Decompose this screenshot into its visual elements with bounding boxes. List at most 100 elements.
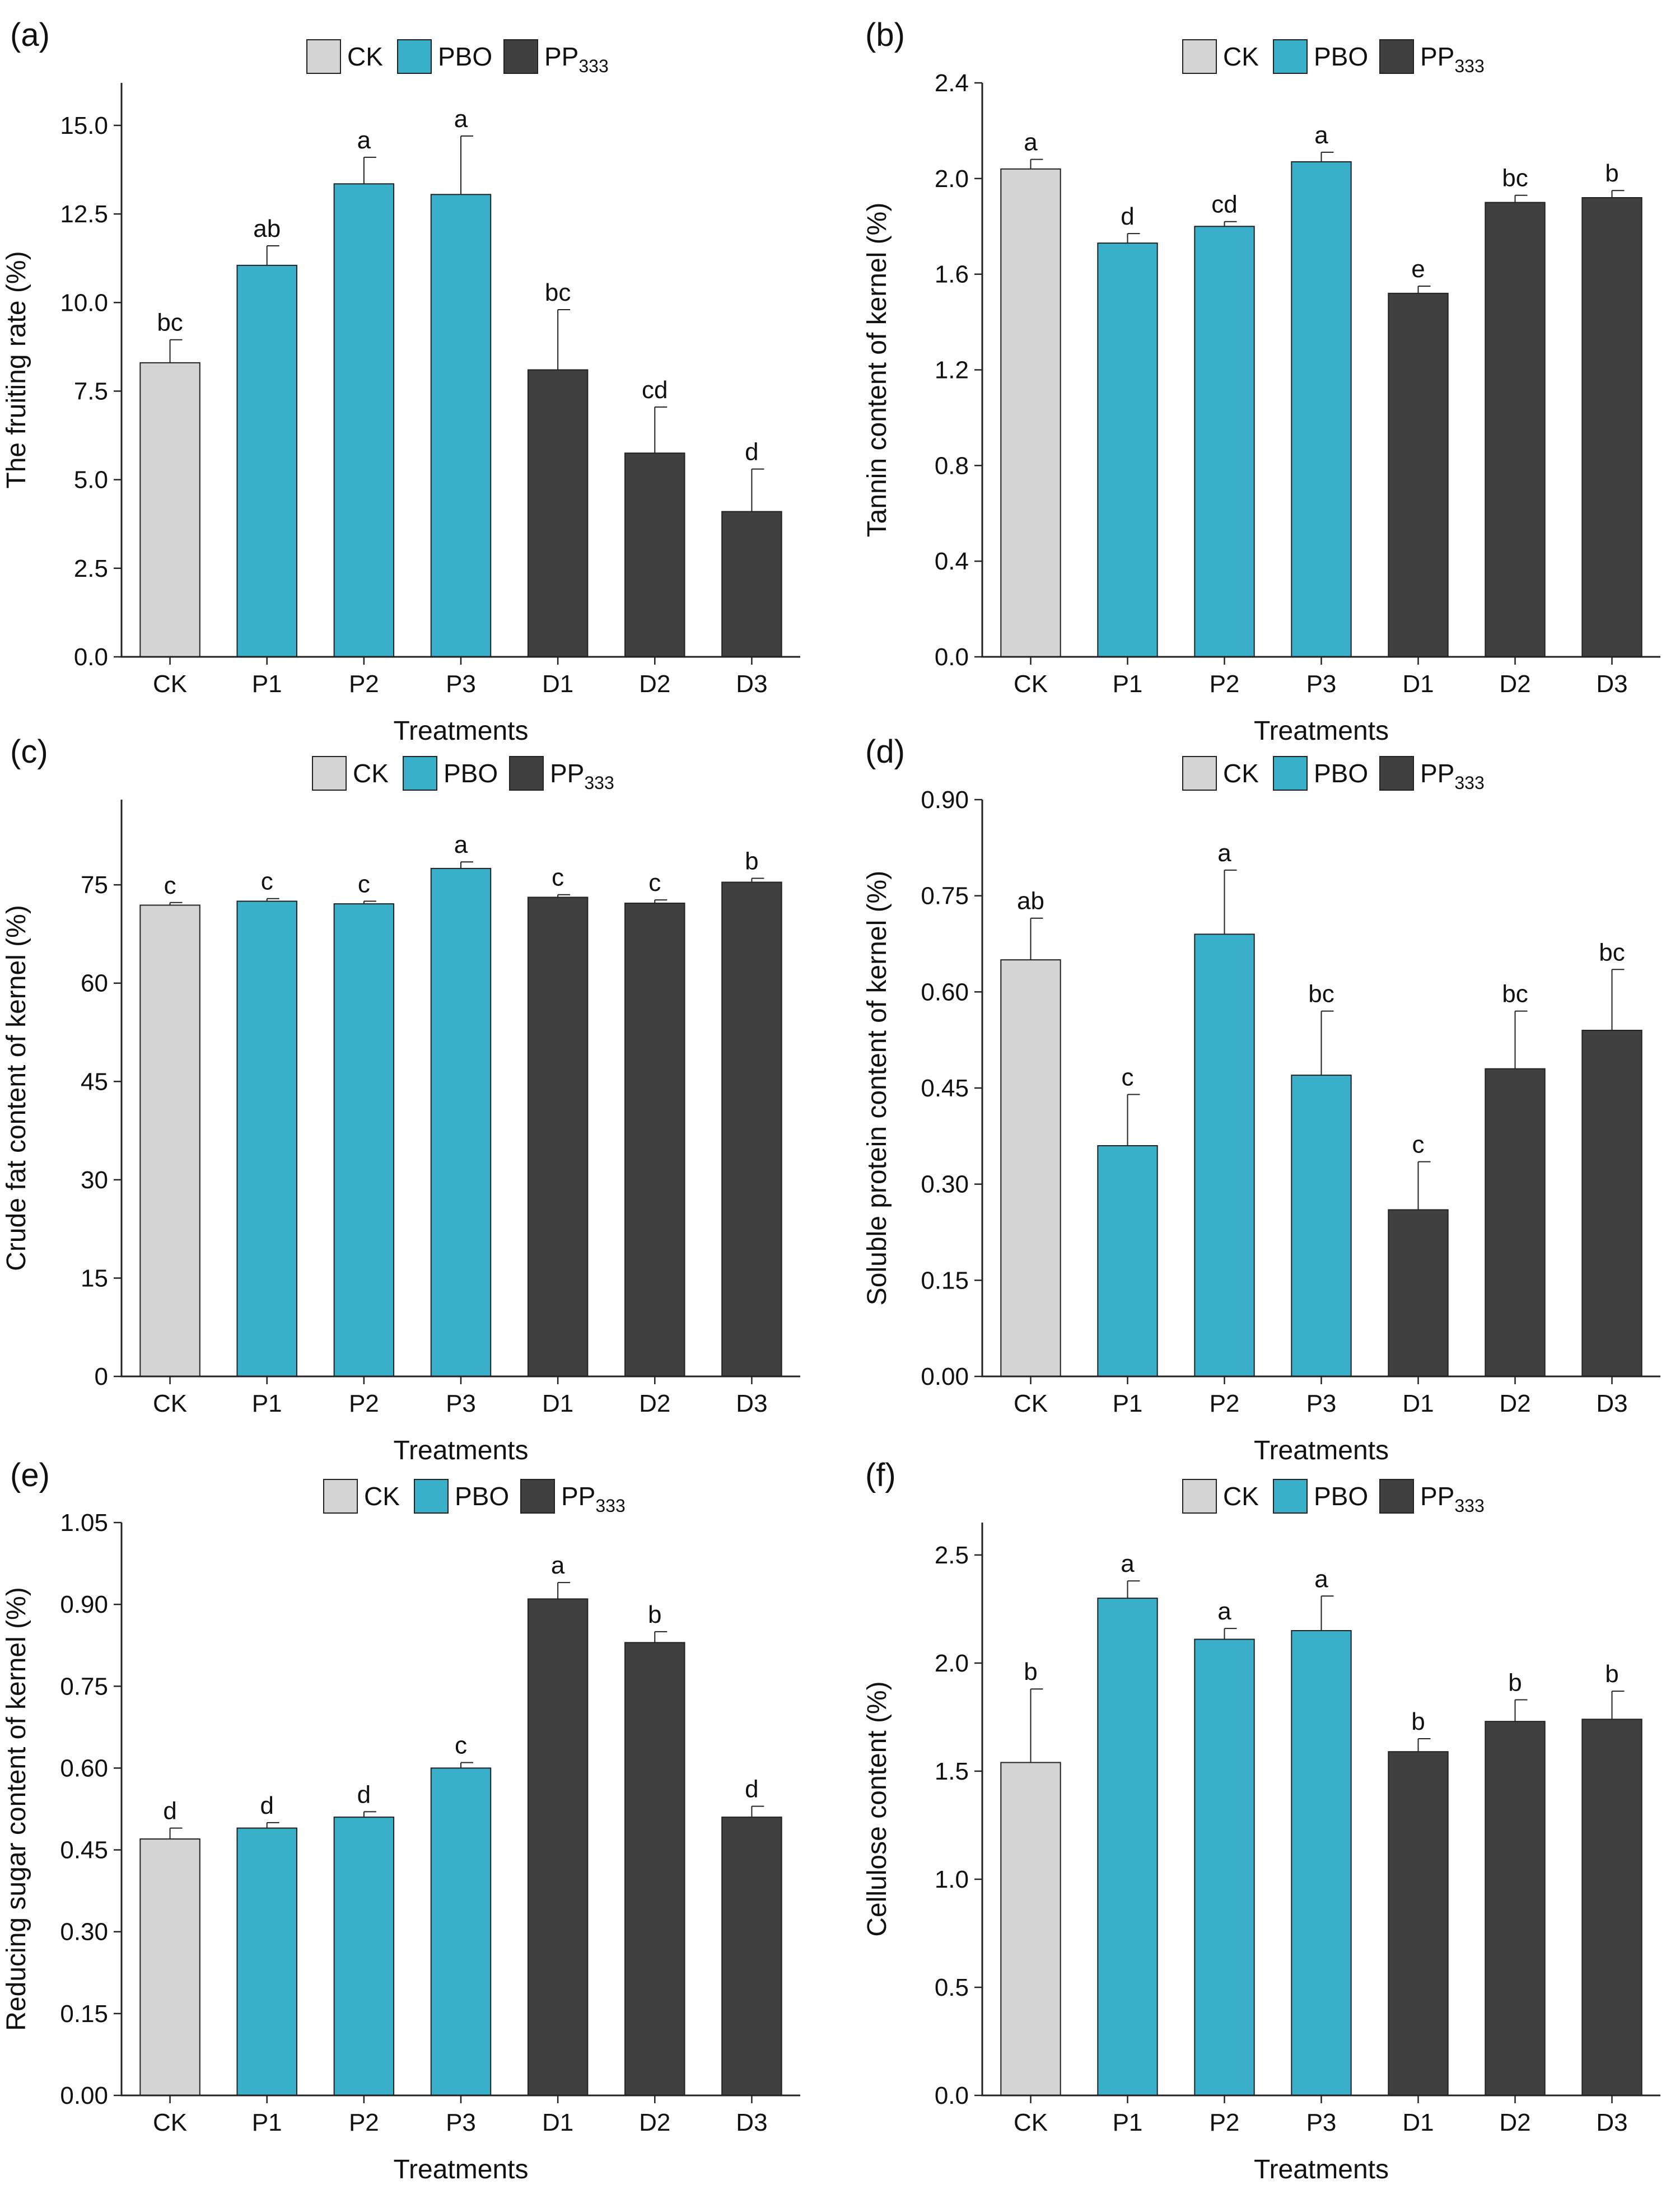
bar-d2 <box>1485 202 1546 657</box>
chart-panel-c: (c) CK PBO PP333 c CK c P1 c P2 a P3 c D1 c D2 b D3 0 15 30 4… <box>2 734 800 1465</box>
x-tick-label: D2 <box>639 2109 670 2136</box>
axes <box>981 800 1660 1378</box>
significance-letter: bc <box>1308 981 1334 1008</box>
significance-letter: bc <box>1599 939 1625 966</box>
y-axis-title: Soluble protein content of kernel (%) <box>862 871 892 1305</box>
legend-label-main: PP <box>1420 42 1454 71</box>
bar-p3 <box>430 867 492 1377</box>
significance-letter: d <box>745 438 758 466</box>
significance-letter: bc <box>1502 165 1528 192</box>
legend-item-pbo: PBO <box>414 1479 509 1514</box>
significance-letter: b <box>648 1601 661 1628</box>
significance-letter: d <box>1121 203 1134 230</box>
panel-label: (c) <box>10 734 48 770</box>
bar-p2 <box>1194 1638 1255 2097</box>
y-axis-title: Cellulose content (%) <box>862 1681 892 1936</box>
y-tick-label: 12.5 <box>60 200 108 228</box>
significance-letter: a <box>1217 839 1231 867</box>
x-tick-label: CK <box>1014 1390 1048 1417</box>
bar-d3 <box>721 1817 782 2096</box>
x-tick-label: D3 <box>1596 670 1627 698</box>
legend-label: PP333 <box>1420 42 1485 76</box>
significance-letter: b <box>1411 1708 1425 1735</box>
y-tick-label: 5.0 <box>74 466 108 494</box>
legend-swatch <box>312 756 347 791</box>
bar-ck <box>139 1838 200 2096</box>
x-tick-label: P3 <box>1306 1390 1337 1417</box>
legend-label: PBO <box>444 759 498 788</box>
legend-label-main: CK <box>347 42 383 71</box>
x-tick-label: P2 <box>349 2109 379 2136</box>
panel-label: (b) <box>865 17 905 53</box>
significance-letter: a <box>1121 1550 1135 1577</box>
bar-d2 <box>624 902 685 1377</box>
x-tick-label: D1 <box>542 2109 573 2136</box>
y-tick-label: 0.30 <box>921 1171 969 1198</box>
y-tick-label: 0.15 <box>60 2000 108 2028</box>
axes <box>120 83 800 658</box>
y-tick-label: 0.15 <box>921 1267 969 1294</box>
bar-ck <box>139 362 200 657</box>
x-tick-label: D1 <box>542 670 573 698</box>
axes <box>981 83 1660 658</box>
x-tick-label: D2 <box>639 1390 670 1417</box>
y-tick-label: 1.05 <box>60 1509 108 1537</box>
legend-swatch <box>503 39 538 74</box>
x-tick-label: D1 <box>1402 1390 1434 1417</box>
legend-item-pbo: PBO <box>397 39 492 74</box>
bar-d3 <box>1581 1030 1642 1377</box>
legend-item-pbo: PBO <box>1273 1479 1368 1514</box>
legend-swatch <box>509 756 544 791</box>
legend-label-main: CK <box>1223 759 1259 788</box>
bar-ck <box>1000 959 1061 1377</box>
significance-letter: d <box>260 1792 273 1819</box>
significance-letter: b <box>1605 1660 1618 1688</box>
legend-item-pp: PP333 <box>1379 756 1485 793</box>
chart-panel-a: (a) CK PBO PP333 bc CK ab P1 a P2 a P3 bc D1 cd D2 d D3 0.… <box>2 17 800 746</box>
significance-letter: ab <box>253 215 281 242</box>
legend-label: PP333 <box>561 1482 626 1516</box>
y-tick-label: 0.75 <box>921 883 969 910</box>
legend: CK PBO PP333 <box>312 756 614 793</box>
y-tick-label: 0.90 <box>921 786 969 814</box>
y-tick-label: 75 <box>81 871 108 899</box>
bar-d1 <box>1388 1751 1449 2096</box>
bar-p3 <box>430 1767 492 2096</box>
x-tick-label: P1 <box>252 2109 282 2136</box>
bar-d1 <box>527 369 589 657</box>
bar-ck <box>1000 168 1061 657</box>
legend-item-pp: PP333 <box>1379 1479 1485 1516</box>
axes <box>120 800 800 1378</box>
y-axis-title: The fruiting rate (%) <box>2 251 31 488</box>
legend-item-pp: PP333 <box>503 39 609 76</box>
chart-panel-e: (e) CK PBO PP333 d CK d P1 d P2 c P3 a D1 b D2 d D3 0.00 0.… <box>2 1457 800 2184</box>
x-tick-label: CK <box>153 670 187 698</box>
legend-swatch <box>1379 756 1414 791</box>
significance-letter: c <box>455 1732 467 1759</box>
bar-d3 <box>1581 197 1642 657</box>
legend-label-main: PP <box>561 1482 595 1511</box>
legend-label: CK <box>364 1482 400 1511</box>
x-tick-label: D3 <box>736 670 767 698</box>
y-tick-label: 15 <box>81 1264 108 1292</box>
bar-d2 <box>624 452 685 658</box>
x-tick-label: D3 <box>736 1390 767 1417</box>
y-tick-label: 0.4 <box>935 548 969 575</box>
legend-swatch <box>1182 1479 1217 1514</box>
x-tick-label: P3 <box>1306 670 1337 698</box>
significance-letter: bc <box>157 309 183 337</box>
legend-label: PP333 <box>544 42 609 76</box>
x-tick-label: D3 <box>736 2109 767 2136</box>
legend-swatch <box>306 39 341 74</box>
significance-letter: c <box>358 870 370 898</box>
legend-swatch <box>1273 1479 1308 1514</box>
y-tick-label: 0.0 <box>935 2082 969 2109</box>
legend-label: PP333 <box>1420 759 1485 793</box>
bar-p1 <box>1097 242 1158 658</box>
y-tick-label: 0.45 <box>921 1075 969 1102</box>
y-tick-label: 1.0 <box>935 1866 969 1893</box>
legend-label-main: PBO <box>438 42 492 71</box>
x-tick-label: P2 <box>1210 670 1240 698</box>
x-tick-label: P2 <box>349 1390 379 1417</box>
legend-label-main: CK <box>353 759 389 788</box>
